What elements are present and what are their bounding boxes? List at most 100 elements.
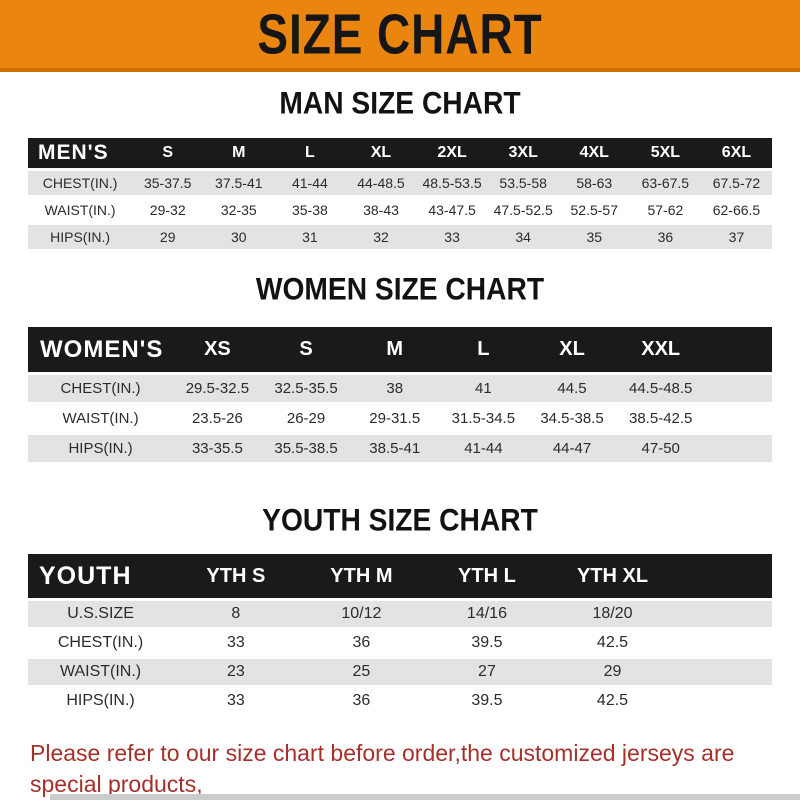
header-spacer-cell	[675, 554, 772, 598]
measurement-value-cell: 32	[345, 225, 417, 249]
measurement-value-cell: 29	[549, 659, 676, 685]
size-header-cell: XXL	[616, 327, 706, 372]
row-spacer-cell	[675, 601, 772, 627]
measurement-row: WAIST(IN.) 29-32 32-35 35-38 38-43 43-47.5 47.…	[28, 198, 772, 222]
measurement-label-cell: WAIST(IN.)	[28, 198, 133, 222]
measurement-value-cell: 42.5	[549, 630, 676, 656]
size-header-cell: XL	[527, 327, 617, 372]
measurement-value-cell: 35-37.5	[132, 171, 204, 195]
measurement-value-cell: 10/12	[298, 601, 425, 627]
measurement-row: HIPS(IN.) 29 30 31 32 33 34 35 36 37	[28, 225, 772, 249]
row-spacer-cell	[705, 405, 772, 432]
size-header-cell: YTH L	[424, 554, 550, 598]
measurement-value-cell: 44.5	[527, 375, 617, 402]
size-header-cell: L	[274, 138, 346, 168]
measurement-value-cell: 36	[298, 630, 425, 656]
measurement-value-cell: 36	[629, 225, 701, 249]
measurement-value-cell: 52.5-57	[558, 198, 630, 222]
measurement-value-cell: 36	[298, 688, 425, 714]
measurement-value-cell: 18/20	[549, 601, 676, 627]
order-policy-note: Please refer to our size chart before or…	[30, 738, 774, 800]
women-section-heading: WOMEN SIZE CHART	[255, 271, 545, 307]
bottom-edge-strip	[50, 794, 800, 800]
measurement-value-cell: 29-32	[132, 198, 204, 222]
measurement-value-cell: 35	[558, 225, 630, 249]
size-header-cell: YTH M	[298, 554, 425, 598]
measurement-value-cell: 41-44	[439, 435, 528, 462]
measurement-row: WAIST(IN.) 23.5-26 26-29 29-31.5 31.5-34.5 34…	[28, 405, 772, 432]
measurement-value-cell: 38.5-41	[350, 435, 440, 462]
header-spacer-cell	[705, 327, 772, 372]
measurement-value-cell: 38-43	[345, 198, 417, 222]
measurement-row: HIPS(IN.) 33 36 39.5 42.5	[28, 688, 772, 714]
measurement-value-cell: 27	[424, 659, 550, 685]
measurement-label-cell: HIPS(IN.)	[28, 435, 174, 462]
measurement-row: HIPS(IN.) 33-35.5 35.5-38.5 38.5-41 41-44 44-…	[28, 435, 772, 462]
measurement-row: CHEST(IN.) 29.5-32.5 32.5-35.5 38 41 44.5 44.5…	[28, 375, 772, 402]
measurement-value-cell: 44-48.5	[345, 171, 417, 195]
size-header-cell: M	[203, 138, 275, 168]
measurement-value-cell: 53.5-58	[487, 171, 559, 195]
measurement-value-cell: 31	[274, 225, 346, 249]
size-header-row: YOUTH YTH S YTH M YTH L YTH XL	[28, 554, 772, 598]
measurement-row: WAIST(IN.) 23 25 27 29	[28, 659, 772, 685]
row-spacer-cell	[675, 630, 772, 656]
measurement-value-cell: 33	[416, 225, 488, 249]
group-label-cell: MEN'S	[28, 138, 133, 168]
measurement-label-cell: WAIST(IN.)	[28, 659, 174, 685]
measurement-value-cell: 41	[439, 375, 528, 402]
measurement-value-cell: 14/16	[424, 601, 550, 627]
youth-size-table: YOUTH YTH S YTH M YTH L YTH XL U.S.SIZE 8 10/12…	[28, 551, 772, 717]
group-label-cell: WOMEN'S	[28, 327, 174, 372]
measurement-value-cell: 41-44	[274, 171, 346, 195]
measurement-label-cell: CHEST(IN.)	[28, 630, 174, 656]
measurement-value-cell: 63-67.5	[629, 171, 701, 195]
measurement-value-cell: 32-35	[203, 198, 275, 222]
measurement-value-cell: 29	[132, 225, 204, 249]
size-header-cell: S	[261, 327, 351, 372]
measurement-value-cell: 44-47	[527, 435, 617, 462]
measurement-value-cell: 47.5-52.5	[487, 198, 559, 222]
measurement-value-cell: 26-29	[261, 405, 351, 432]
measurement-label-cell: CHEST(IN.)	[28, 171, 133, 195]
size-header-cell: L	[439, 327, 528, 372]
size-header-cell: XL	[345, 138, 417, 168]
measurement-value-cell: 25	[298, 659, 425, 685]
measurement-value-cell: 42.5	[549, 688, 676, 714]
size-header-cell: 3XL	[487, 138, 559, 168]
measurement-label-cell: HIPS(IN.)	[28, 688, 174, 714]
size-header-cell: 4XL	[558, 138, 630, 168]
measurement-row: CHEST(IN.) 35-37.5 37.5-41 41-44 44-48.5 48.5…	[28, 171, 772, 195]
men-section-heading: MAN SIZE CHART	[279, 85, 521, 121]
size-header-cell: YTH XL	[549, 554, 676, 598]
measurement-value-cell: 33-35.5	[173, 435, 262, 462]
row-spacer-cell	[705, 375, 772, 402]
measurement-value-cell: 62-66.5	[700, 198, 772, 222]
measurement-value-cell: 29.5-32.5	[173, 375, 262, 402]
size-header-cell: M	[350, 327, 440, 372]
youth-section-heading: YOUTH SIZE CHART	[262, 502, 538, 538]
measurement-value-cell: 33	[173, 688, 299, 714]
measurement-value-cell: 35-38	[274, 198, 346, 222]
measurement-value-cell: 39.5	[424, 688, 550, 714]
measurement-label-cell: HIPS(IN.)	[28, 225, 133, 249]
measurement-value-cell: 47-50	[616, 435, 706, 462]
measurement-value-cell: 32.5-35.5	[261, 375, 351, 402]
measurement-label-cell: WAIST(IN.)	[28, 405, 174, 432]
group-label-cell: YOUTH	[28, 554, 174, 598]
title-banner: SIZE CHART	[0, 0, 800, 72]
measurement-value-cell: 38.5-42.5	[616, 405, 706, 432]
size-header-cell: 6XL	[700, 138, 772, 168]
measurement-value-cell: 23	[173, 659, 299, 685]
measurement-row: U.S.SIZE 8 10/12 14/16 18/20	[28, 601, 772, 627]
measurement-label-cell: U.S.SIZE	[28, 601, 174, 627]
measurement-value-cell: 29-31.5	[350, 405, 440, 432]
measurement-value-cell: 37	[700, 225, 772, 249]
measurement-value-cell: 34.5-38.5	[527, 405, 617, 432]
size-header-cell: YTH S	[173, 554, 299, 598]
measurement-row: CHEST(IN.) 33 36 39.5 42.5	[28, 630, 772, 656]
measurement-value-cell: 35.5-38.5	[261, 435, 351, 462]
measurement-value-cell: 67.5-72	[700, 171, 772, 195]
size-header-cell: XS	[173, 327, 262, 372]
